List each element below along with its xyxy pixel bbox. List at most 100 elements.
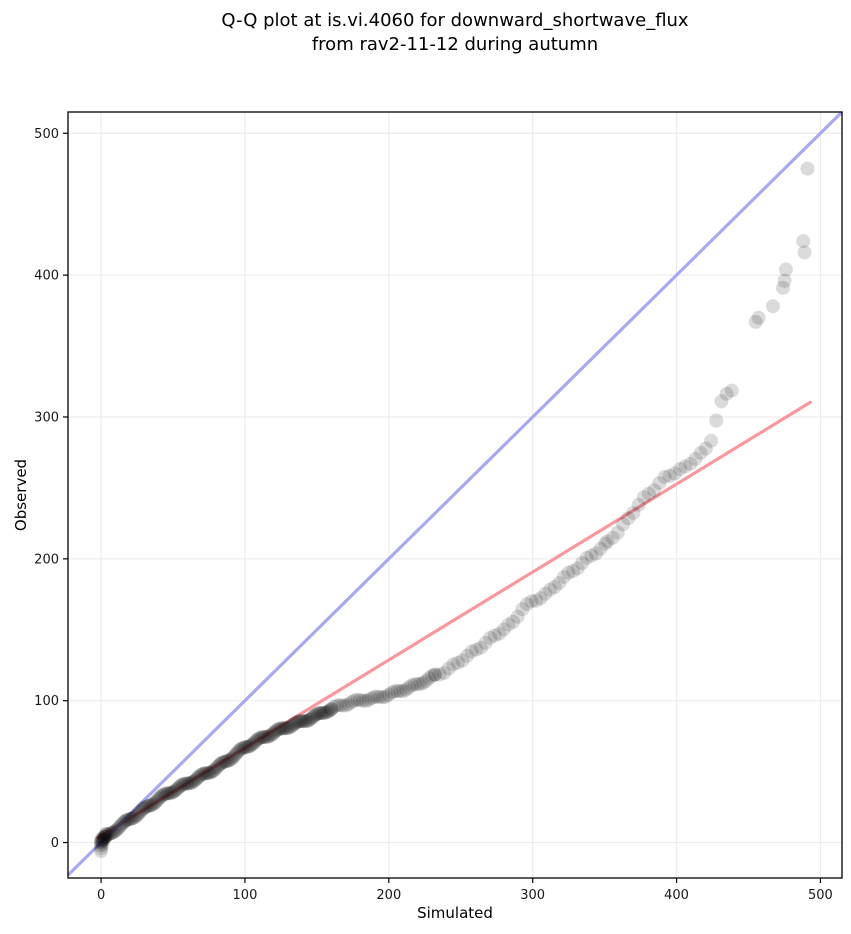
qq-point [404, 678, 419, 693]
qq-point [322, 703, 337, 718]
qq-point [288, 716, 303, 731]
qq-point [519, 597, 534, 612]
qq-point [589, 546, 603, 561]
qq-point [94, 834, 109, 849]
qq-point [132, 805, 147, 820]
qq-point [355, 693, 370, 708]
qq-point [524, 594, 539, 609]
qq-point [238, 740, 252, 755]
qq-point [186, 774, 201, 789]
qq-point [278, 721, 293, 736]
qq-point [387, 684, 402, 699]
qq-point [135, 802, 150, 817]
qq-point [112, 819, 127, 834]
qq-point [194, 767, 209, 782]
qq-point [529, 593, 544, 608]
qq-point [704, 433, 719, 448]
qq-point [605, 530, 620, 545]
qq-point [164, 785, 179, 800]
qq-point [393, 684, 408, 699]
qq-point [364, 691, 379, 706]
qq-point [797, 245, 812, 260]
qq-point [189, 772, 203, 787]
qq-point [94, 835, 109, 850]
qq-point [187, 773, 202, 788]
qq-point [248, 734, 262, 749]
qq-point [478, 635, 493, 650]
qq-point [446, 657, 461, 672]
qq-point [309, 707, 324, 721]
qq-point [253, 730, 268, 745]
qq-point [220, 753, 235, 768]
qq-point [276, 721, 291, 736]
qq-point [347, 693, 362, 708]
qq-point [163, 786, 178, 801]
qq-point [450, 655, 465, 670]
qq-point [98, 827, 113, 841]
qq-point [688, 451, 703, 466]
qq-point [206, 763, 221, 778]
qq-point [396, 684, 411, 698]
qq-point [367, 690, 382, 704]
qq-point [167, 784, 182, 799]
qq-point [636, 490, 651, 505]
qq-point [301, 713, 316, 728]
x-tick-label: 300 [520, 888, 545, 903]
axes-ticks: 0 100 200 300 400 500 0 100 200 300 400 500 [34, 127, 833, 903]
qq-point [138, 800, 153, 814]
qq-point [99, 827, 114, 841]
qq-point [177, 776, 192, 791]
qq-point [245, 737, 260, 752]
qq-point [95, 834, 110, 849]
qq-point [402, 680, 416, 695]
qq-point [610, 525, 625, 540]
qq-point [128, 809, 143, 824]
qq-point [252, 731, 267, 746]
qq-point [193, 768, 208, 783]
qq-point [748, 314, 763, 329]
qq-point [777, 273, 792, 288]
qq-point [315, 706, 330, 720]
qq-point [181, 776, 196, 791]
chart-title: Q-Q plot at is.vi.4060 for downward_shor… [68, 9, 842, 57]
qq-point [144, 798, 159, 813]
qq-point [570, 561, 585, 576]
qq-point [641, 486, 656, 501]
qq-point [176, 777, 191, 792]
qq-point [212, 758, 227, 773]
qq-point [235, 741, 250, 756]
qq-point [344, 695, 359, 710]
qq-point [125, 811, 140, 826]
chart-title-line2: from rav2-11-12 during autumn [311, 34, 599, 55]
qq-point [321, 704, 336, 719]
qq-point [460, 648, 475, 663]
qq-point [161, 786, 176, 801]
qq-point [370, 689, 385, 704]
qq-point [214, 755, 229, 770]
qq-point [122, 812, 137, 826]
qq-point [151, 791, 166, 806]
qq-point [600, 534, 615, 549]
qq-point [427, 667, 442, 682]
qq-point [552, 576, 567, 590]
qq-point [94, 841, 109, 856]
qq-point [652, 476, 667, 491]
qq-point [223, 752, 238, 767]
qq-point [593, 541, 608, 556]
qq-point [341, 697, 356, 712]
qq-point [298, 714, 313, 729]
qq-point [318, 705, 333, 720]
y-tick-label: 200 [34, 552, 59, 567]
qq-point [556, 570, 571, 585]
qq-point [226, 750, 241, 764]
qq-point [147, 796, 162, 811]
qq-point [324, 702, 339, 717]
qq-point [358, 693, 373, 708]
qq-point [776, 280, 790, 295]
qq-point [719, 386, 734, 401]
qq-point [209, 761, 224, 776]
qq-point [308, 707, 323, 722]
qq-point [184, 775, 199, 790]
qq-point [487, 628, 502, 643]
qq-point [407, 677, 422, 692]
